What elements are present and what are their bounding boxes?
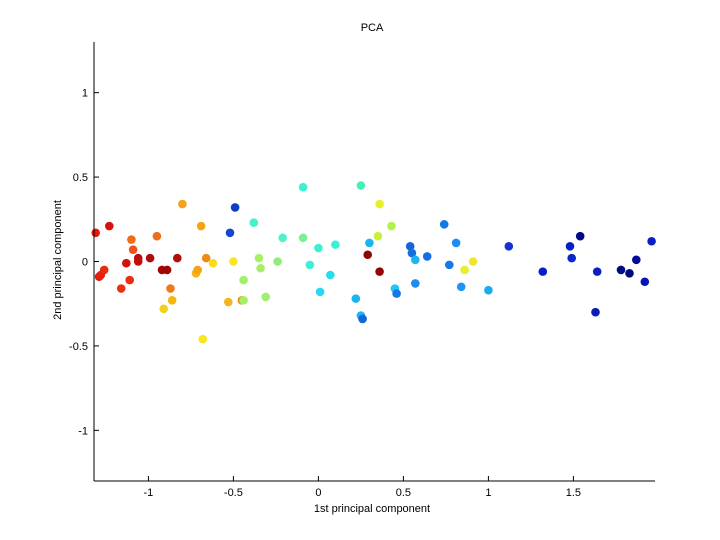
data-point: [201, 253, 211, 263]
data-point: [196, 221, 206, 231]
y-tick-label: 0.5: [73, 172, 88, 184]
data-point: [351, 294, 361, 303]
data-point: [407, 248, 417, 258]
data-point: [504, 242, 514, 251]
data-point: [159, 304, 168, 314]
data-point: [439, 220, 449, 229]
x-tick-label: 0.5: [396, 487, 411, 499]
data-point: [116, 284, 126, 293]
data-point: [273, 257, 282, 266]
y-tick-label: 1: [82, 88, 88, 100]
data-point: [632, 255, 641, 265]
points-layer: [91, 181, 656, 344]
y-tick-label: -1: [78, 425, 88, 437]
data-point: [363, 250, 373, 260]
data-point: [298, 233, 308, 243]
data-point: [387, 221, 396, 231]
data-point: [358, 314, 367, 324]
y-axis-ticks: -1 -0.5 0 0.5 1: [69, 88, 99, 437]
data-point: [166, 284, 175, 293]
data-point: [565, 242, 575, 251]
data-point: [249, 218, 259, 227]
data-point: [128, 245, 138, 254]
data-point: [278, 233, 288, 243]
data-point: [314, 243, 323, 253]
data-point: [616, 265, 626, 275]
data-point: [198, 334, 208, 344]
data-point: [365, 238, 374, 248]
data-point: [152, 231, 162, 241]
data-point: [468, 257, 478, 266]
data-point: [625, 269, 634, 278]
x-axis-title: 1st principal component: [314, 503, 430, 515]
data-point: [460, 265, 469, 275]
data-point: [256, 263, 265, 273]
data-point: [592, 267, 602, 276]
y-axis-title: 2nd principal component: [52, 200, 64, 320]
data-point: [230, 203, 240, 212]
data-point: [239, 275, 248, 285]
data-point: [326, 270, 335, 280]
x-tick-label: -1: [144, 487, 154, 499]
data-point: [178, 199, 187, 209]
data-point: [105, 221, 114, 231]
data-point: [451, 238, 461, 248]
data-point: [225, 228, 235, 238]
data-point: [640, 277, 650, 287]
data-point: [375, 199, 384, 209]
data-point: [373, 231, 383, 241]
data-point: [456, 282, 466, 292]
data-point: [193, 265, 202, 275]
y-tick-label: -0.5: [69, 341, 88, 353]
data-point: [405, 242, 415, 251]
data-point: [647, 236, 656, 246]
data-point: [122, 258, 131, 268]
data-point: [315, 287, 325, 297]
data-point: [484, 285, 493, 295]
data-point: [162, 265, 172, 275]
data-point: [411, 255, 420, 265]
data-point: [208, 258, 218, 268]
data-point: [133, 257, 143, 266]
y-tick-label: 0: [82, 257, 88, 269]
data-point: [99, 265, 109, 275]
data-point: [127, 235, 136, 244]
data-point: [145, 253, 155, 263]
data-point: [254, 253, 264, 263]
data-point: [538, 267, 548, 276]
chart-title: PCA: [361, 22, 384, 34]
data-point: [575, 231, 585, 241]
data-point: [125, 275, 134, 285]
x-tick-label: 1.5: [566, 487, 581, 499]
data-point: [167, 296, 177, 305]
data-point: [305, 260, 315, 270]
data-point: [411, 279, 420, 288]
data-point: [298, 182, 308, 192]
data-point: [261, 292, 271, 302]
data-point: [445, 260, 454, 270]
data-point: [375, 267, 384, 276]
data-point: [224, 297, 233, 307]
data-point: [356, 181, 366, 190]
data-point: [567, 253, 576, 263]
data-point: [422, 252, 432, 261]
x-tick-label: 0: [315, 487, 321, 499]
data-point: [173, 253, 182, 263]
x-axis-ticks: -1 -0.5 0 0.5 1 1.5: [144, 476, 581, 499]
plot-area: -1 -0.5 0 0.5 1 1.5 -1 -0.5 0 0.5 1: [69, 42, 656, 499]
data-point: [91, 228, 100, 238]
data-point: [239, 296, 248, 305]
data-point: [229, 257, 238, 266]
data-point: [392, 289, 401, 298]
data-point: [591, 307, 600, 317]
x-tick-label: 1: [485, 487, 491, 499]
data-point: [331, 240, 340, 249]
x-tick-label: -0.5: [224, 487, 243, 499]
